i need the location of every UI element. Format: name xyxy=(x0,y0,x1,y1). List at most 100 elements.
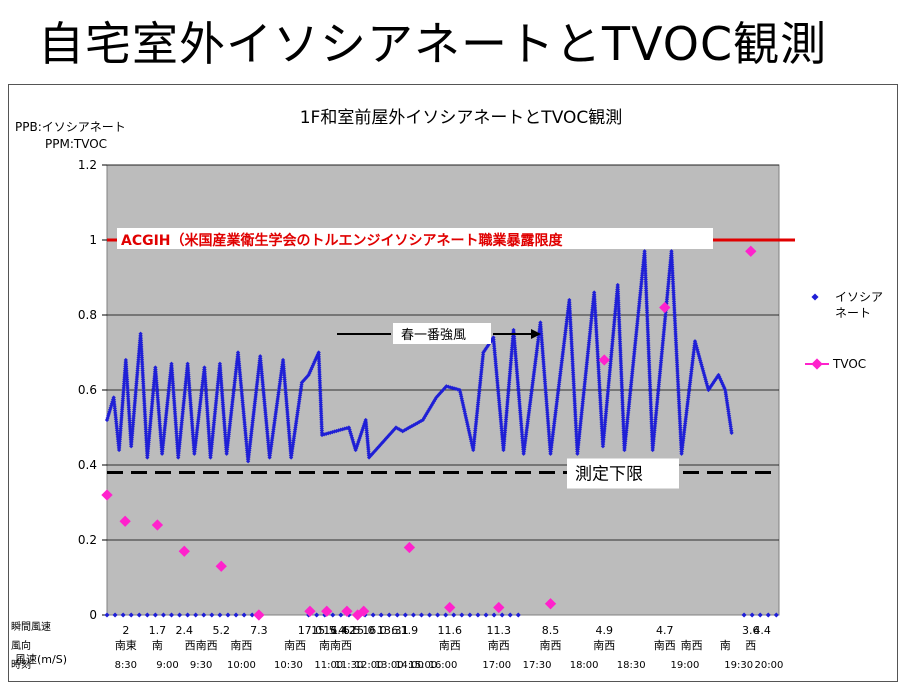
isocyanate-point xyxy=(264,420,269,426)
x-row1-value: 16.4 xyxy=(323,624,348,637)
y-tick-label: 0.6 xyxy=(78,383,97,397)
isocyanate-point xyxy=(765,612,771,618)
x-row3-value: 14:00 xyxy=(395,660,424,671)
x-row1-value: 11.3 xyxy=(487,624,512,637)
acgih-label: ACGIH（米国産業衛生学会のトルエンジイソシアネート職業暴露限度 xyxy=(121,232,564,249)
tvoc-point xyxy=(321,605,333,617)
x-row1-label: 瞬間風速 xyxy=(11,620,51,633)
legend-iso-label-1: イソシア xyxy=(835,290,883,304)
x-row1-value: 6.1 xyxy=(391,624,409,637)
x-row1-value: 4.9 xyxy=(596,624,614,637)
x-row1-value: 2.4 xyxy=(176,624,194,637)
x-row3-value: 11:30 xyxy=(335,660,364,671)
y-tick-label: 0.4 xyxy=(78,458,97,472)
x-row1-value: 1.7 xyxy=(149,624,167,637)
tvoc-point xyxy=(745,245,757,257)
tvoc-point xyxy=(358,605,370,617)
x-row1-value: 7.3 xyxy=(250,624,268,637)
tvoc-point xyxy=(444,601,456,614)
x-row1-value: 15.5 xyxy=(311,624,336,637)
tvoc-point xyxy=(598,354,610,366)
tvoc-series xyxy=(101,245,757,621)
x-row2-value: 南西 xyxy=(654,639,676,652)
x-row3-value: 9:30 xyxy=(190,660,212,671)
spring-arrow-head xyxy=(531,329,541,339)
spring-label-box xyxy=(393,323,491,344)
spring-wind-label: 春一番強風 xyxy=(401,328,466,343)
x-row2-value: 西南西 xyxy=(185,639,218,652)
x-row2-value: 南西 xyxy=(488,639,510,652)
chart-title: 1F和室前屋外イソシアネートとTVOC観測 xyxy=(300,108,623,128)
tvoc-point xyxy=(659,301,671,314)
x-row1-value: 3.6 xyxy=(742,624,760,637)
tvoc-point xyxy=(151,519,164,531)
x-row3-value: 15:00 xyxy=(408,660,437,671)
tvoc-point xyxy=(493,601,505,614)
x-row2-value: 西 xyxy=(745,639,756,652)
wind-speed-label: 風速(m/S) xyxy=(15,653,67,666)
detection-limit-label: 測定下限 xyxy=(575,465,643,485)
x-row3-value: 19:00 xyxy=(671,660,700,671)
x-row3-value: 18:00 xyxy=(570,660,599,671)
x-row3-value: 17:30 xyxy=(523,660,552,671)
isocyanate-point xyxy=(467,612,473,618)
x-row2-value: 南西 xyxy=(439,639,461,652)
y-tick-label: 0 xyxy=(89,608,97,622)
isocyanate-point xyxy=(451,612,457,618)
x-row1-value: 11.6 xyxy=(437,624,462,637)
x-row3-value: 18:30 xyxy=(617,660,646,671)
isocyanate-point xyxy=(749,612,755,618)
tvoc-point xyxy=(304,605,316,617)
x-row2-value: 南東 xyxy=(115,639,137,652)
x-row2-value: 南西 xyxy=(230,639,252,652)
x-row1-value: 15.0 xyxy=(350,624,375,637)
isocyanate-point xyxy=(729,430,734,435)
isocyanate-point xyxy=(515,612,521,618)
acgih-label-box xyxy=(117,228,713,249)
y-tick-label: 1.2 xyxy=(78,158,97,172)
x-row3-value: 13:00 xyxy=(375,660,404,671)
x-row2-value: 南西 xyxy=(593,639,615,652)
x-row2-value: 南西 xyxy=(284,639,306,652)
legend-tvoc-label: TVOC xyxy=(832,357,866,371)
x-row1-value: 8.5 xyxy=(542,624,560,637)
chart-frame: 1F和室前屋外イソシアネートとTVOC観測 PPB:イソシアネート PPM:TV… xyxy=(8,84,898,682)
x-row2-value: 南 xyxy=(152,639,163,652)
x-row3-value: 11:00 xyxy=(314,660,343,671)
isocyanate-point xyxy=(459,612,465,618)
detection-label-box xyxy=(567,458,679,489)
x-row2-value: 南西 xyxy=(681,639,703,652)
tvoc-point xyxy=(215,560,227,572)
y-axis-label-line2: PPM:TVOC xyxy=(45,137,107,151)
x-row1-value: 5.2 xyxy=(212,624,230,637)
tvoc-point xyxy=(341,605,353,617)
x-row3-value: 10:00 xyxy=(227,660,256,671)
x-row3-value: 12:00 xyxy=(355,660,384,671)
isocyanate-point xyxy=(507,612,513,618)
x-row1-value: 4.4 xyxy=(753,624,771,637)
x-row2-value: 南西 xyxy=(540,639,562,652)
legend-iso-marker xyxy=(811,293,819,301)
legend-iso-label-2: ネート xyxy=(835,306,871,320)
isocyanate-point xyxy=(773,612,779,618)
tvoc-point xyxy=(253,609,265,621)
x-row1-value: 16.0 xyxy=(362,624,387,637)
chart-svg: 1F和室前屋外イソシアネートとTVOC観測 PPB:イソシアネート PPM:TV… xyxy=(11,108,883,671)
x-row3-value: 9:00 xyxy=(156,660,178,671)
isocyanate-point xyxy=(410,612,416,618)
x-row3-value: 8:30 xyxy=(115,660,137,671)
x-row1-value: 6.5 xyxy=(343,624,361,637)
x-row3-value: 19:30 xyxy=(724,660,753,671)
y-tick-label: 0.8 xyxy=(78,308,97,322)
legend-anchor xyxy=(789,277,794,278)
x-row1-value: 4.7 xyxy=(656,624,674,637)
y-tick-label: 1 xyxy=(89,233,97,247)
x-row1-value: 2 xyxy=(122,624,129,637)
x-row1-value: 1.9 xyxy=(401,624,419,637)
x-row3-value: 16:00 xyxy=(429,660,458,671)
isocyanate-point xyxy=(402,612,408,618)
x-row2-value: 南 xyxy=(720,639,731,652)
tvoc-point xyxy=(544,598,557,610)
y-axis-label-line1: PPB:イソシアネート xyxy=(15,120,126,134)
x-row2-label: 風向 xyxy=(11,639,31,652)
